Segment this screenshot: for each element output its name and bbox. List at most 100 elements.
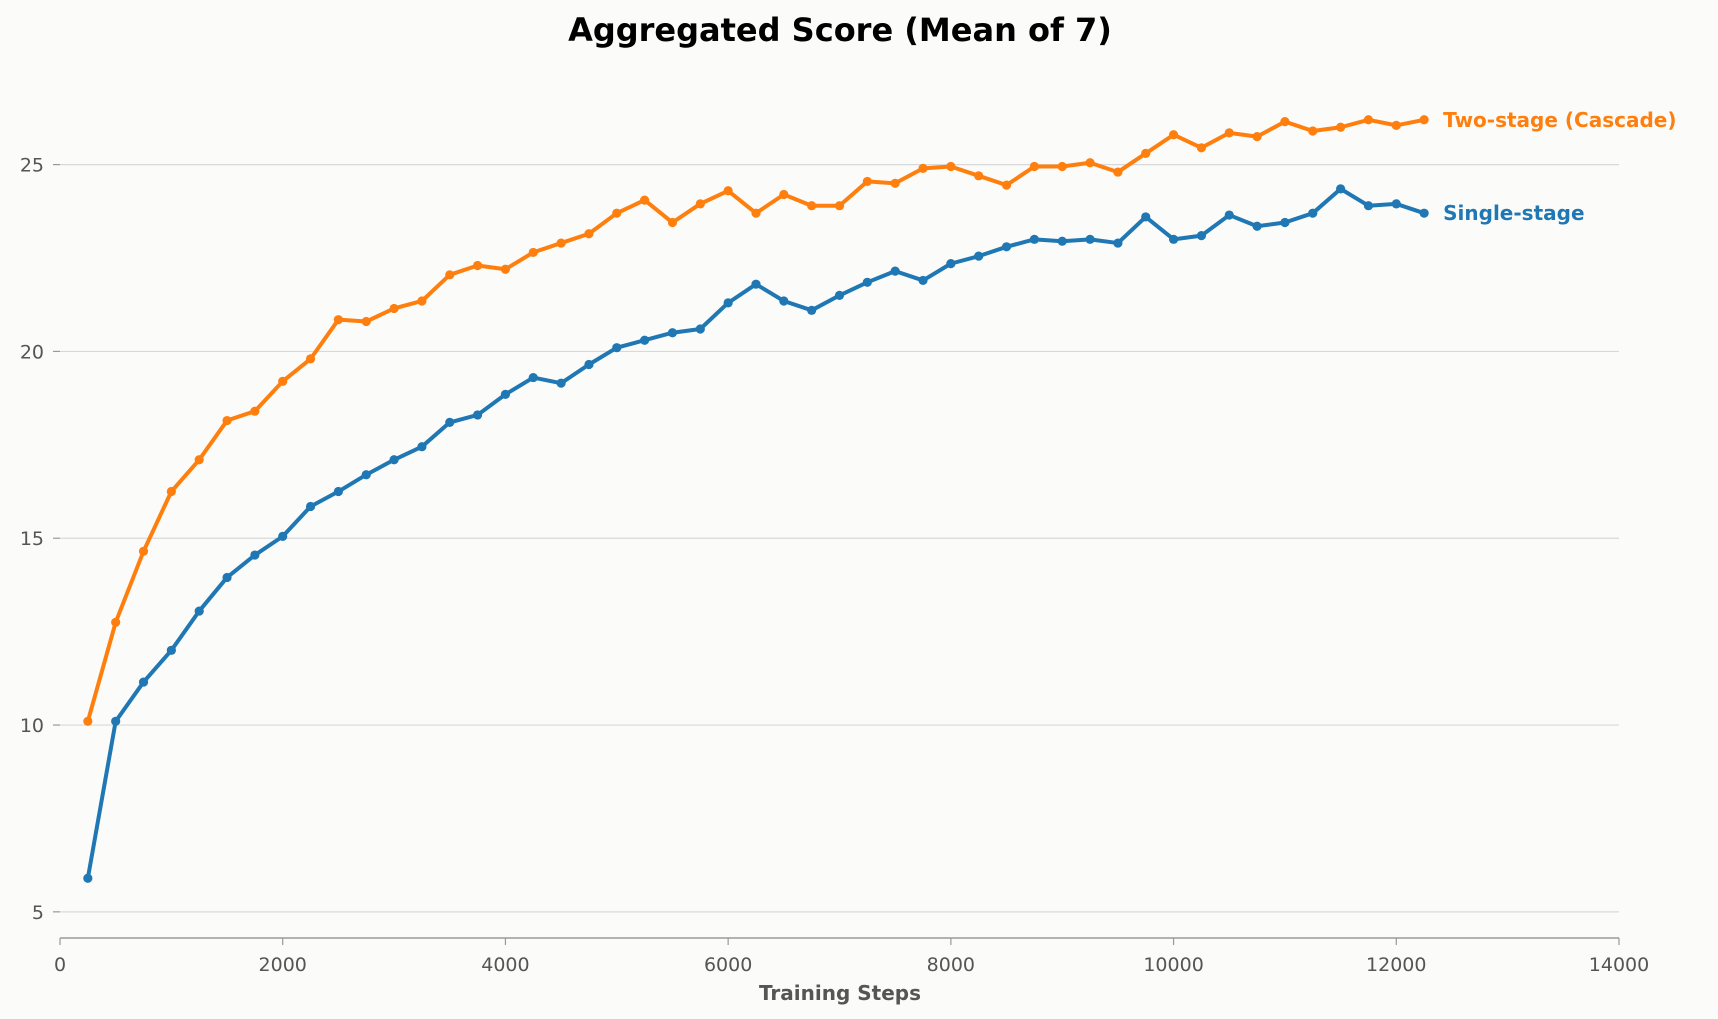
series-line: [85, 186, 1427, 881]
y-tick-label: 10: [20, 715, 44, 737]
data-point: [1196, 231, 1207, 241]
data-point: [528, 247, 538, 258]
data-point: [974, 251, 984, 261]
data-point: [584, 229, 594, 239]
x-tick-label: 10000: [1143, 954, 1203, 976]
data-point: [83, 716, 93, 726]
data-point: [1085, 234, 1095, 244]
x-tick-label: 6000: [704, 954, 752, 976]
data-point: [445, 417, 455, 428]
data-point: [834, 290, 845, 300]
data-point: [1363, 115, 1374, 125]
data-point: [612, 343, 622, 353]
data-point: [222, 415, 232, 426]
data-point: [1336, 184, 1346, 194]
data-point: [667, 217, 678, 228]
y-axis: 5 10 15 20 25: [20, 155, 60, 924]
data-point: [1057, 236, 1067, 246]
data-point: [1419, 208, 1429, 218]
series-label: Single-stage: [1443, 201, 1584, 225]
data-point: [667, 328, 678, 338]
data-point: [1001, 242, 1012, 252]
data-point: [640, 195, 650, 205]
data-point: [111, 617, 121, 627]
x-axis-label: Training Steps: [759, 981, 921, 1005]
data-point: [779, 189, 789, 200]
data-point: [389, 455, 399, 465]
data-point: [807, 201, 817, 211]
data-point: [194, 606, 204, 616]
data-point: [834, 201, 845, 211]
data-point: [1001, 180, 1012, 190]
data-point: [111, 716, 121, 726]
x-tick-label: 8000: [927, 954, 975, 976]
x-tick-label: 4000: [481, 954, 529, 976]
data-point: [1252, 131, 1262, 142]
data-point: [528, 372, 538, 383]
data-point: [1308, 126, 1318, 136]
data-point: [445, 270, 455, 280]
data-point: [890, 178, 900, 188]
data-point: [166, 645, 176, 655]
data-point: [1029, 234, 1039, 244]
data-point: [278, 376, 288, 386]
data-point: [918, 163, 928, 173]
data-point: [250, 406, 260, 416]
grid-lines: [60, 164, 1619, 913]
data-point: [751, 279, 761, 289]
data-point: [612, 208, 622, 218]
data-point: [1308, 208, 1318, 218]
data-point: [278, 531, 288, 541]
data-point: [723, 186, 733, 196]
data-point: [1168, 130, 1179, 140]
data-point: [138, 546, 149, 556]
data-point: [1419, 115, 1429, 125]
data-point: [1252, 221, 1262, 231]
data-point: [946, 259, 956, 269]
data-point: [1029, 161, 1039, 172]
data-point: [1391, 120, 1401, 130]
data-point: [389, 303, 399, 314]
series-0: [83, 115, 1429, 726]
data-point: [250, 550, 260, 560]
data-point: [946, 161, 956, 172]
data-point: [83, 873, 93, 883]
x-tick-label: 12000: [1366, 954, 1426, 976]
data-point: [1113, 238, 1123, 248]
x-tick-label: 0: [54, 954, 66, 976]
y-tick-label: 25: [20, 155, 44, 177]
data-point: [1391, 199, 1401, 209]
data-point: [890, 266, 900, 276]
data-point: [723, 298, 733, 308]
data-point: [751, 208, 761, 218]
data-point: [361, 470, 371, 480]
data-point: [472, 260, 483, 271]
data-point: [138, 677, 149, 687]
series-group: [83, 115, 1429, 883]
data-point: [417, 296, 427, 306]
y-tick-label: 5: [32, 902, 44, 924]
series-labels: Two-stage (Cascade) Single-stage: [1443, 108, 1676, 225]
data-point: [305, 501, 316, 512]
series-1: [83, 184, 1429, 883]
data-point: [584, 359, 594, 370]
data-point: [500, 264, 511, 274]
data-point: [695, 199, 705, 209]
data-point: [862, 176, 872, 187]
data-point: [417, 442, 427, 452]
data-point: [166, 486, 176, 497]
data-point: [1280, 217, 1290, 228]
data-point: [640, 335, 650, 345]
series-label: Two-stage (Cascade): [1443, 108, 1676, 132]
data-point: [1224, 128, 1234, 138]
data-point: [695, 324, 705, 334]
data-point: [305, 354, 316, 364]
x-axis: 0 2000 4000 6000 8000 10000 12000 14000: [54, 937, 1649, 976]
data-point: [1113, 167, 1123, 177]
data-point: [1168, 234, 1179, 244]
data-point: [1280, 117, 1290, 127]
data-point: [500, 389, 511, 399]
y-tick-label: 20: [20, 341, 44, 363]
data-point: [333, 486, 343, 497]
